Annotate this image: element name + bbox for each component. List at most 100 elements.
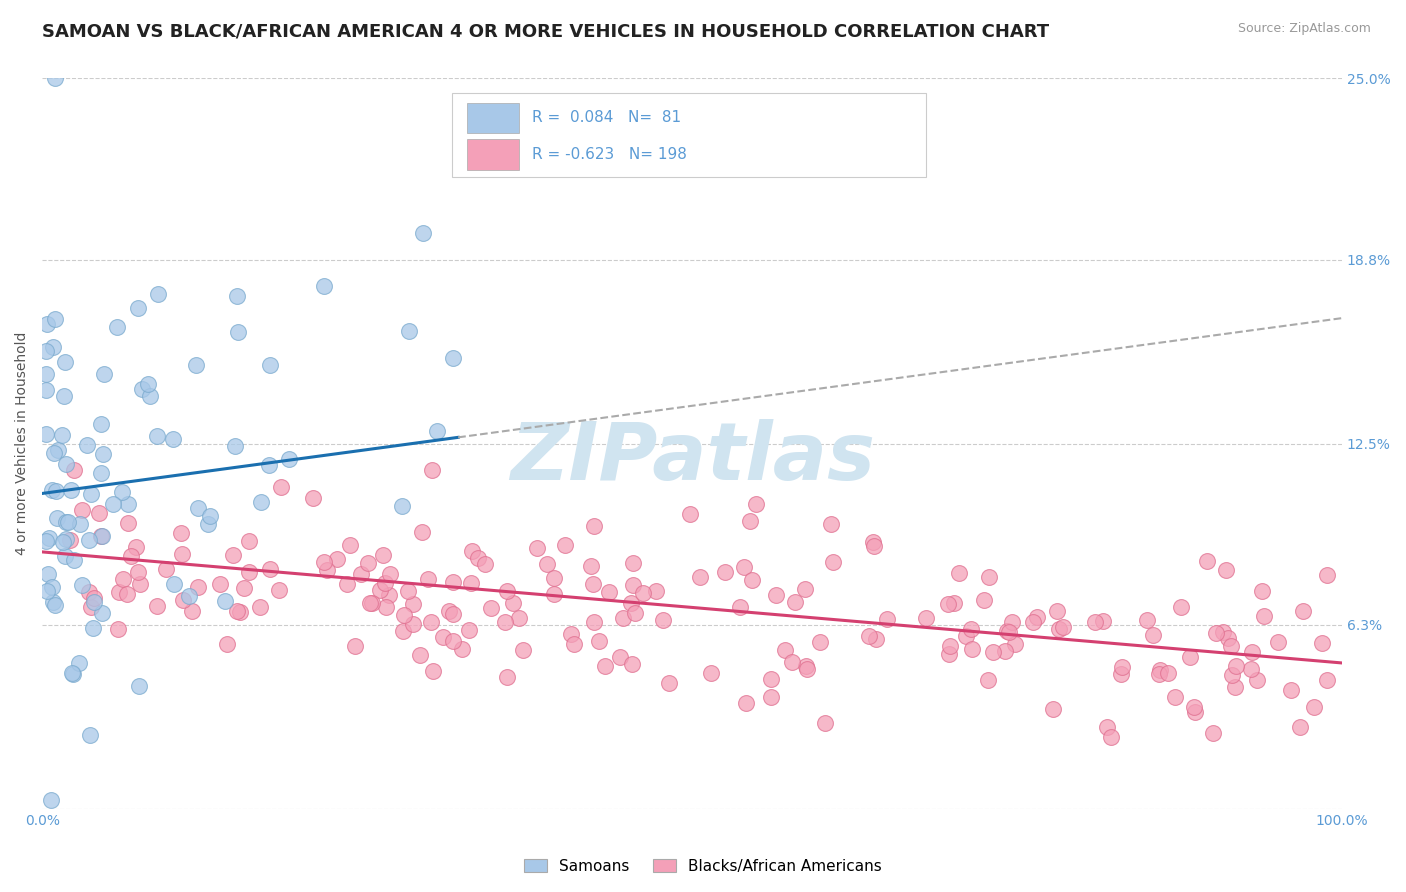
Point	[620, 596, 643, 610]
Point	[357, 556, 380, 570]
Point	[325, 552, 347, 566]
Point	[44, 446, 66, 460]
Point	[1092, 614, 1115, 628]
Point	[270, 480, 292, 494]
Point	[398, 324, 420, 338]
Point	[409, 648, 432, 662]
Point	[441, 574, 464, 589]
Point	[391, 499, 413, 513]
Point	[631, 586, 654, 600]
Point	[744, 498, 766, 512]
Point	[108, 585, 131, 599]
Point	[396, 584, 419, 599]
Point	[35, 343, 58, 358]
Point	[111, 485, 134, 500]
Point	[35, 384, 58, 398]
Point	[562, 636, 585, 650]
Point	[412, 226, 434, 240]
Point	[458, 624, 481, 638]
Point	[115, 587, 138, 601]
Point	[79, 584, 101, 599]
Point	[120, 549, 142, 564]
Point	[145, 599, 167, 614]
Point	[111, 572, 134, 586]
Point	[277, 452, 299, 467]
Point	[359, 596, 381, 610]
Point	[76, 438, 98, 452]
Point	[225, 604, 247, 618]
Point	[1303, 699, 1326, 714]
Point	[582, 577, 605, 591]
Point	[579, 558, 602, 573]
Point	[441, 351, 464, 366]
Point	[536, 557, 558, 571]
Point	[441, 607, 464, 621]
Point	[1021, 615, 1043, 630]
Text: SAMOAN VS BLACK/AFRICAN AMERICAN 4 OR MORE VEHICLES IN HOUSEHOLD CORRELATION CHA: SAMOAN VS BLACK/AFRICAN AMERICAN 4 OR MO…	[42, 22, 1049, 40]
Text: ZIPatlas: ZIPatlas	[509, 419, 875, 498]
Point	[70, 503, 93, 517]
Point	[101, 497, 124, 511]
Point	[1136, 613, 1159, 627]
Point	[1095, 720, 1118, 734]
Point	[228, 605, 250, 619]
Point	[62, 463, 84, 477]
Point	[41, 483, 63, 497]
Point	[624, 606, 647, 620]
Point	[42, 595, 65, 609]
Point	[259, 562, 281, 576]
Legend: Samoans, Blacks/African Americans: Samoans, Blacks/African Americans	[519, 853, 887, 880]
Point	[56, 515, 79, 529]
Point	[1164, 690, 1187, 704]
Point	[1240, 663, 1263, 677]
Point	[495, 670, 517, 684]
Point	[35, 367, 58, 381]
Point	[865, 632, 887, 646]
Point	[689, 569, 711, 583]
Point	[496, 583, 519, 598]
Point	[162, 433, 184, 447]
Point	[1267, 635, 1289, 649]
Point	[460, 544, 482, 558]
FancyBboxPatch shape	[467, 139, 519, 169]
Point	[55, 532, 77, 546]
Point	[83, 595, 105, 609]
Point	[1170, 600, 1192, 615]
Point	[93, 368, 115, 382]
Point	[225, 289, 247, 303]
Point	[38, 531, 60, 545]
Point	[1084, 615, 1107, 629]
Point	[554, 538, 576, 552]
Point	[422, 463, 444, 477]
Point	[187, 500, 209, 515]
Point	[259, 358, 281, 372]
Point	[658, 676, 681, 690]
Point	[598, 585, 620, 599]
Point	[738, 514, 761, 528]
Point	[411, 524, 433, 539]
Point	[1288, 720, 1310, 734]
Point	[759, 672, 782, 686]
Point	[136, 377, 159, 392]
Point	[734, 696, 756, 710]
Point	[494, 615, 516, 629]
Point	[612, 611, 634, 625]
Point	[350, 567, 373, 582]
Point	[63, 552, 86, 566]
Point	[422, 664, 444, 678]
Point	[53, 549, 76, 563]
Point	[814, 716, 837, 731]
Point	[1246, 673, 1268, 687]
Point	[52, 535, 75, 549]
Point	[679, 507, 702, 521]
Point	[994, 644, 1017, 658]
Point	[35, 318, 58, 332]
Point	[209, 576, 232, 591]
Point	[595, 658, 617, 673]
Point	[416, 572, 439, 586]
Point	[1292, 604, 1315, 618]
Point	[128, 679, 150, 693]
Point	[1241, 645, 1264, 659]
Point	[1111, 659, 1133, 673]
Point	[1202, 726, 1225, 740]
